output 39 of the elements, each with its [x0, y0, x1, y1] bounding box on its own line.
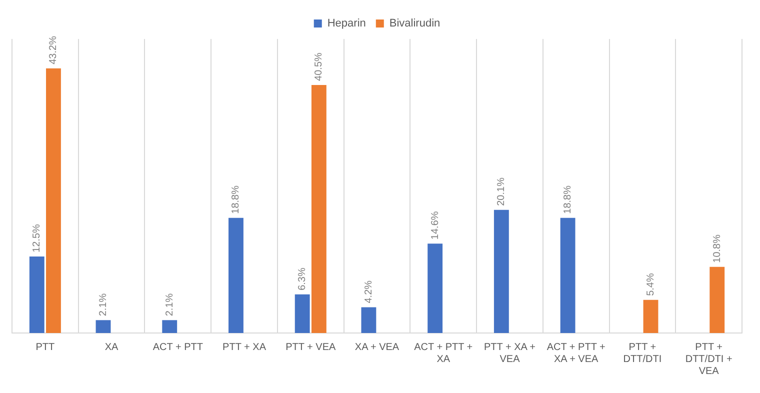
bar — [294, 294, 310, 333]
bar — [494, 210, 509, 333]
bar — [710, 266, 725, 333]
bar — [162, 320, 178, 333]
bar — [46, 68, 61, 333]
bar — [311, 84, 326, 333]
bar — [361, 307, 376, 333]
data-label: 6.3% — [297, 268, 308, 290]
data-label: 4.2% — [363, 280, 374, 304]
data-label: 10.8% — [712, 234, 723, 263]
data-label: 18.8% — [230, 185, 242, 214]
data-label: 2.1% — [164, 293, 176, 316]
bar — [96, 320, 111, 333]
x-tick-label: ACT + PTT + XA — [414, 342, 473, 365]
data-label: 14.6% — [430, 211, 441, 240]
x-tick-label: XA — [104, 342, 119, 353]
x-tick-label: PTT + DTT/DTI + VEA — [685, 342, 732, 377]
legend-label: Bivalirudin — [389, 18, 440, 30]
bar — [228, 218, 244, 333]
bar — [29, 256, 44, 333]
x-tick-label: ACT + PTT + XA + VEA — [546, 342, 606, 365]
bar — [643, 300, 658, 333]
x-tick-label: PTT + DTT/DTI — [623, 342, 662, 365]
data-label: 40.5% — [314, 52, 325, 81]
x-tick-label: PTT + XA — [222, 342, 266, 353]
x-tick-label: PTT + VEA — [286, 342, 336, 353]
data-label: 2.1% — [98, 293, 109, 316]
x-tick-label: ACT + PTT — [152, 342, 203, 353]
x-tick-label: XA + VEA — [354, 342, 400, 353]
data-label: 5.4% — [646, 273, 656, 296]
x-tick-label: PTT — [36, 342, 55, 353]
x-tick-label: PTT + XA + VEA — [484, 342, 536, 365]
legend-label: Heparin — [327, 18, 366, 30]
data-label: 43.2% — [48, 36, 60, 64]
bar — [428, 244, 443, 333]
data-label: 12.5% — [32, 224, 43, 252]
bar — [560, 218, 576, 333]
data-label: 18.8% — [562, 185, 574, 214]
data-label: 20.1% — [496, 177, 508, 206]
